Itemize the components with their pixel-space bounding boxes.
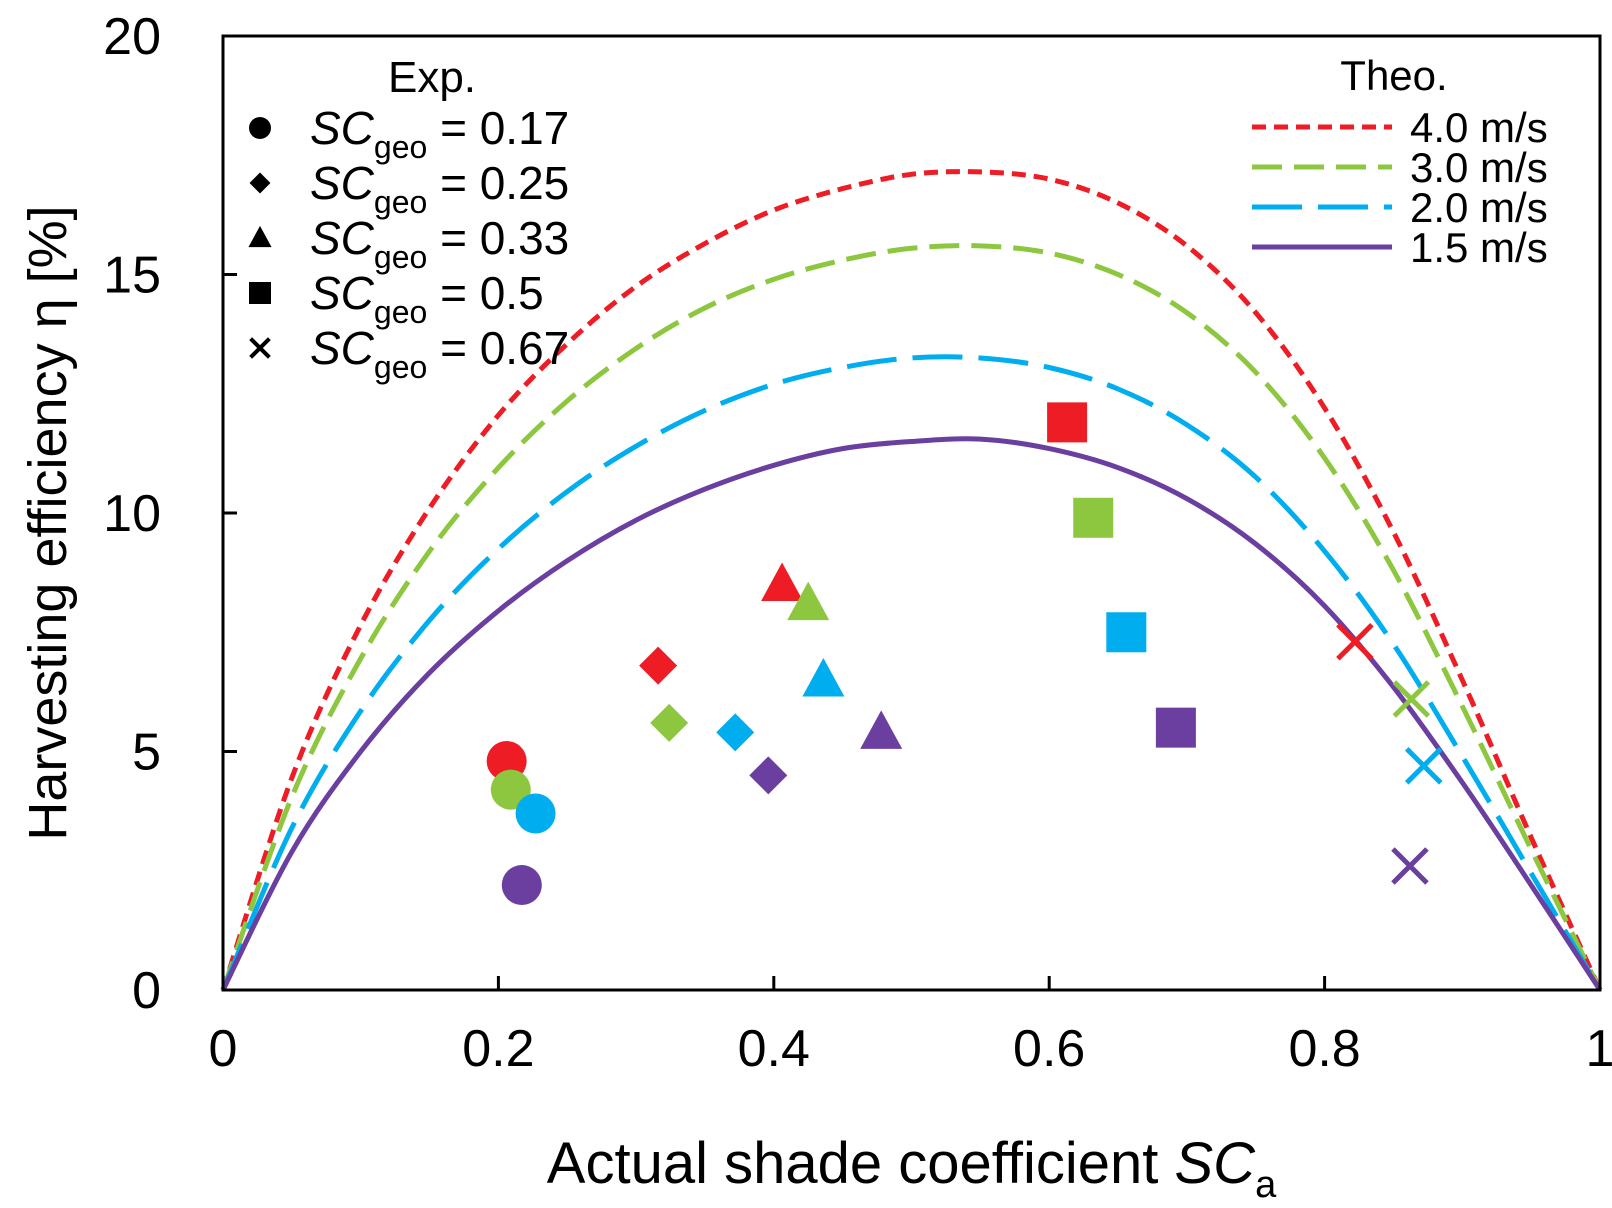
theo-legend-label: 4.0 m/s: [1410, 104, 1548, 151]
data-point-triangle-series-1: [787, 581, 830, 621]
curves-layer: [220, 169, 1603, 992]
x-tick-label: 0.6: [1013, 1020, 1085, 1078]
exp-legend-label: SCgeo = 0.25: [310, 157, 569, 220]
x-tick-label: 0: [209, 1020, 238, 1078]
x-axis-label-symbol: SC: [1174, 1131, 1256, 1196]
x-tick-label: 0.8: [1288, 1020, 1360, 1078]
y-tick-label: 15: [103, 247, 161, 305]
y-tick-label: 5: [132, 724, 161, 782]
exp-legend-title: Exp.: [388, 53, 476, 102]
x-axis: 0 0.2 0.4 0.6 0.8 1: [209, 976, 1612, 1078]
x-tick-label: 0.4: [738, 1020, 810, 1078]
exp-legend-label: SCgeo = 0.33: [310, 212, 569, 275]
data-point-circle-series-3: [501, 865, 542, 906]
x-axis-label-text: Actual shade coefficient: [547, 1131, 1159, 1196]
data-point-diamond-series-0: [639, 646, 678, 685]
data-point-square-series-2: [1106, 612, 1147, 653]
x-axis-label-subscript: a: [1255, 1164, 1277, 1206]
data-point-triangle-series-0: [761, 562, 804, 602]
points-layer: [486, 402, 1443, 906]
data-point-circle-series-2: [515, 793, 556, 834]
theo-legend: Theo. 4.0 m/s3.0 m/s2.0 m/s1.5 m/s: [1252, 52, 1548, 271]
data-point-diamond-series-3: [749, 756, 788, 795]
legend-marker-square-icon: [249, 282, 271, 304]
data-point-square-series-0: [1047, 402, 1088, 443]
data-point-circle-series-1: [490, 769, 531, 810]
legend-marker-circle-icon: [249, 117, 271, 139]
theo-legend-label: 2.0 m/s: [1410, 184, 1548, 231]
x-axis-label: Actual shade coefficient SCa: [547, 1131, 1277, 1206]
exp-legend-label: SCgeo = 0.5: [310, 267, 544, 330]
data-point-square-series-3: [1155, 707, 1196, 748]
x-tick-label: 1: [1586, 1020, 1612, 1078]
legend-marker-triangle-icon: [248, 225, 272, 248]
data-point-cross-series-1: [1392, 680, 1431, 718]
y-axis: 0 5 10 15 20: [103, 8, 237, 1020]
legend-marker-cross-icon: [249, 337, 271, 359]
data-point-triangle-series-2: [802, 657, 845, 697]
legend-marker-diamond-icon: [249, 172, 271, 194]
curve-series-3: [220, 436, 1603, 992]
exp-legend-label: SCgeo = 0.17: [310, 102, 569, 165]
curve-series-0: [220, 169, 1603, 992]
theo-legend-label: 1.5 m/s: [1410, 224, 1548, 271]
y-tick-label: 20: [103, 8, 161, 66]
data-point-square-series-1: [1073, 497, 1114, 538]
data-point-cross-series-3: [1391, 847, 1429, 885]
y-tick-label: 0: [132, 962, 161, 1020]
data-point-diamond-series-1: [650, 703, 689, 742]
exp-legend-label: SCgeo = 0.67: [310, 322, 569, 385]
data-point-cross-series-0: [1336, 623, 1374, 661]
data-point-diamond-series-2: [716, 713, 755, 752]
data-point-triangle-series-3: [860, 710, 903, 749]
y-tick-label: 10: [103, 485, 161, 543]
x-tick-label: 0.2: [462, 1020, 534, 1078]
curve-series-1: [220, 243, 1603, 992]
curve-series-2: [220, 354, 1603, 992]
y-axis-label: Harvesting efficiency η [%]: [18, 205, 78, 840]
theo-legend-title: Theo.: [1340, 52, 1447, 99]
data-point-cross-series-2: [1404, 747, 1443, 785]
theo-legend-label: 3.0 m/s: [1410, 144, 1548, 191]
